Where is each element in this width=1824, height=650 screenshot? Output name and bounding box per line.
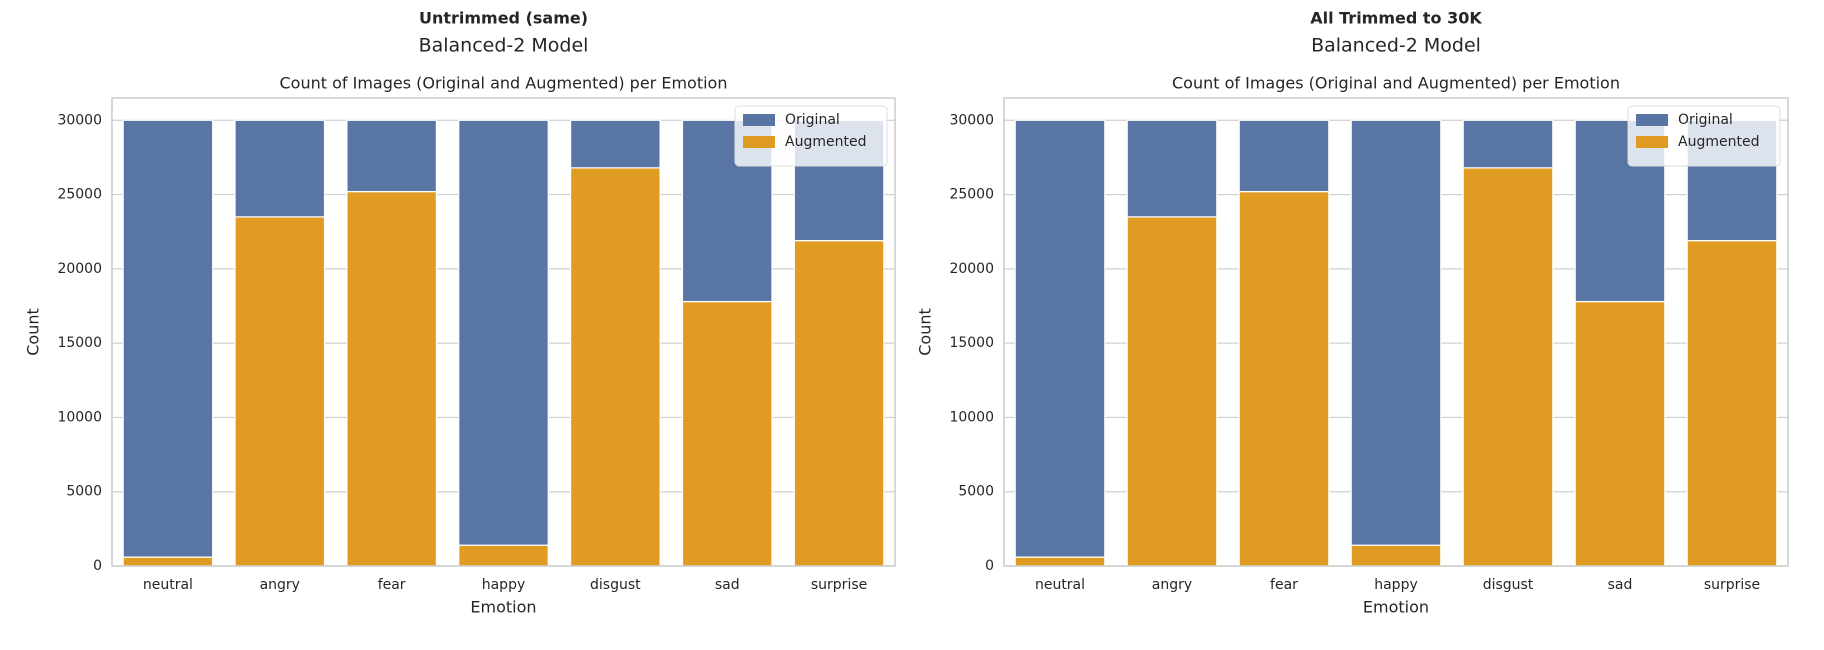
- y-axis-label: Count: [916, 308, 935, 356]
- x-tick-label: happy: [482, 577, 526, 593]
- x-axis-label: Emotion: [1363, 598, 1429, 617]
- legend-swatch: [1636, 114, 1668, 126]
- x-tick-label: angry: [260, 577, 300, 593]
- suptitle: Untrimmed (same): [419, 9, 588, 28]
- bar-segment: [1014, 556, 1106, 567]
- y-tick-label: 10000: [57, 409, 102, 425]
- bar-segment: [458, 119, 549, 546]
- y-tick-label: 10000: [949, 409, 994, 425]
- x-tick-label: sad: [1608, 577, 1633, 593]
- x-tick-label: fear: [378, 577, 406, 593]
- y-tick-label: 25000: [57, 187, 102, 203]
- bar-segment: [1238, 191, 1330, 567]
- suptitle: All Trimmed to 30K: [1310, 9, 1482, 28]
- bar-segment: [570, 167, 661, 567]
- axes-title: Count of Images (Original and Augmented)…: [1172, 74, 1620, 93]
- bar-segment: [234, 216, 326, 567]
- bar-segment: [1574, 300, 1666, 567]
- bar-segment: [1350, 119, 1442, 546]
- x-tick-label: disgust: [1483, 577, 1534, 593]
- legend-label: Augmented: [1678, 134, 1759, 150]
- legend-swatch: [743, 114, 775, 126]
- y-tick-label: 5000: [958, 484, 994, 500]
- y-tick-label: 15000: [57, 335, 102, 351]
- bar-segment: [1126, 216, 1218, 567]
- bar-segment: [234, 119, 326, 218]
- legend-label: Original: [785, 112, 840, 128]
- axes-title: Count of Images (Original and Augmented)…: [280, 74, 728, 93]
- x-tick-label: neutral: [143, 577, 193, 593]
- subtitle: Balanced-2 Model: [419, 35, 589, 57]
- x-tick-label: fear: [1270, 577, 1298, 593]
- bar-segment: [793, 240, 885, 567]
- axes-frame: [1003, 97, 1789, 567]
- y-tick-label: 20000: [949, 261, 994, 277]
- legend-label: Augmented: [785, 134, 866, 150]
- y-tick-label: 30000: [57, 112, 102, 128]
- legend-label: Original: [1678, 112, 1733, 128]
- bar-segment: [122, 556, 214, 567]
- bar-segment: [1462, 167, 1554, 567]
- y-tick-label: 0: [93, 558, 102, 574]
- bar-segment: [1686, 240, 1778, 567]
- bar-segment: [1238, 119, 1330, 193]
- bar-segment: [1014, 119, 1106, 558]
- bar-segment: [346, 119, 437, 193]
- bar-segment: [1350, 544, 1442, 567]
- bar-segment: [346, 191, 437, 567]
- x-tick-label: surprise: [1704, 577, 1760, 593]
- subtitle: Balanced-2 Model: [1311, 35, 1481, 57]
- x-tick-label: neutral: [1035, 577, 1085, 593]
- x-tick-label: angry: [1152, 577, 1192, 593]
- bar-segment: [1126, 119, 1218, 218]
- bar-segment: [681, 300, 773, 567]
- x-axis-label: Emotion: [470, 598, 536, 617]
- y-tick-label: 5000: [66, 484, 102, 500]
- y-tick-label: 20000: [57, 261, 102, 277]
- x-tick-label: happy: [1374, 577, 1418, 593]
- y-tick-label: 0: [985, 558, 994, 574]
- bar-segment: [122, 119, 214, 558]
- y-tick-label: 25000: [949, 187, 994, 203]
- y-tick-label: 15000: [949, 335, 994, 351]
- bar-segment: [570, 119, 661, 169]
- x-tick-label: surprise: [811, 577, 867, 593]
- x-tick-label: disgust: [590, 577, 641, 593]
- legend-swatch: [743, 136, 775, 148]
- y-tick-label: 30000: [949, 112, 994, 128]
- x-tick-label: sad: [715, 577, 740, 593]
- y-axis-label: Count: [24, 308, 43, 356]
- bar-segment: [1462, 119, 1554, 169]
- legend-swatch: [1636, 136, 1668, 148]
- bar-segment: [458, 544, 549, 567]
- axes-frame: [111, 97, 896, 567]
